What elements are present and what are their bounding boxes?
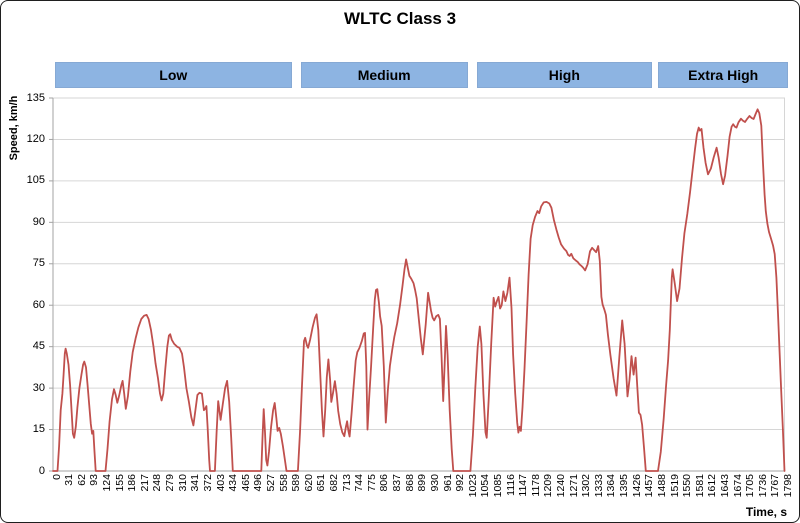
x-tick-label: 1023 <box>466 474 479 498</box>
x-tick-label: 434 <box>227 474 240 492</box>
x-tick-label: 186 <box>126 474 139 492</box>
x-tick-label: 1488 <box>655 474 668 498</box>
x-tick-label: 1674 <box>731 474 744 498</box>
x-tick-label: 310 <box>176 474 189 492</box>
x-tick-label: 1240 <box>555 474 567 498</box>
x-tick-label: 1457 <box>643 474 656 498</box>
x-tick-label: 93 <box>88 474 101 486</box>
x-tick-label: 620 <box>302 474 315 492</box>
x-tick-label: 1395 <box>618 474 630 498</box>
x-tick-label: 403 <box>214 474 227 492</box>
x-tick-label: 1643 <box>718 474 731 498</box>
x-tick-label: 868 <box>403 474 416 492</box>
x-tick-label: 1085 <box>491 474 504 498</box>
phase-band-low: Low <box>55 62 292 88</box>
x-tick-label: 527 <box>264 474 277 492</box>
chart-title: WLTC Class 3 <box>343 9 457 28</box>
x-tick-label: 806 <box>378 474 391 492</box>
y-tick-label: 60 <box>32 298 45 311</box>
x-tick-label: 1426 <box>630 474 643 498</box>
x-tick-label: 248 <box>151 474 164 492</box>
x-tick-label: 1116 <box>504 474 517 496</box>
x-tick-label: 1054 <box>479 474 492 498</box>
x-tick-label: 341 <box>189 474 202 492</box>
phase-band-high: High <box>476 62 652 88</box>
x-tick-label: 372 <box>201 474 214 492</box>
x-tick-label: 775 <box>365 474 378 492</box>
phase-band-extra-high: Extra High <box>657 62 789 88</box>
x-tick-label: 124 <box>100 474 113 492</box>
speed-trace-line <box>52 108 786 472</box>
x-tick-label: 682 <box>328 474 340 492</box>
y-tick-label: 135 <box>26 91 45 104</box>
x-tick-label: 1147 <box>517 474 530 497</box>
phase-band-label: Low <box>159 67 188 83</box>
x-tick-label: 992 <box>454 474 467 492</box>
x-tick-label: 1798 <box>782 474 794 498</box>
x-tick-label: 31 <box>63 474 76 486</box>
y-tick-label: 30 <box>32 381 45 394</box>
x-tick-label: 713 <box>340 474 353 492</box>
x-tick-label: 744 <box>353 474 366 492</box>
x-tick-label: 1271 <box>567 474 580 498</box>
y-tick-label: 105 <box>26 174 45 187</box>
x-tick-label: 589 <box>290 474 303 492</box>
phase-band-medium: Medium <box>300 62 468 88</box>
x-tick-label: 651 <box>315 474 328 492</box>
phase-band-label: Medium <box>357 67 411 83</box>
x-tick-label: 961 <box>441 474 454 492</box>
x-tick-label: 1581 <box>693 474 706 498</box>
x-axis-title: Time, s <box>745 505 787 519</box>
x-tick-label: 1333 <box>592 474 605 498</box>
y-tick-label: 15 <box>32 423 45 436</box>
x-tick-label: 930 <box>428 474 441 492</box>
x-tick-label: 1550 <box>681 474 694 498</box>
x-tick-label: 1209 <box>542 474 555 498</box>
x-tick-label: 1705 <box>744 474 757 498</box>
y-tick-label: 0 <box>38 464 45 477</box>
x-tick-label: 1302 <box>580 474 593 498</box>
x-tick-label: 1736 <box>756 474 769 498</box>
x-tick-label: 217 <box>138 474 151 492</box>
y-tick-label: 90 <box>32 215 45 228</box>
x-tick-label: 465 <box>239 474 252 492</box>
x-tick-label: 558 <box>277 474 290 492</box>
x-tick-label: 279 <box>164 474 176 492</box>
x-tick-label: 837 <box>391 474 403 492</box>
y-tick-label: 45 <box>32 340 45 353</box>
y-tick-label: 75 <box>32 257 45 270</box>
phase-band-label: Extra High <box>688 67 759 83</box>
x-tick-label: 496 <box>252 474 265 492</box>
y-axis-title: Speed, km/h <box>8 95 20 161</box>
x-tick-label: 899 <box>416 474 429 492</box>
x-tick-label: 1612 <box>706 474 719 498</box>
x-tick-label: 1364 <box>605 474 618 498</box>
x-tick-label: 0 <box>50 474 63 480</box>
y-tick-label: 120 <box>26 132 45 145</box>
x-tick-label: 1178 <box>529 474 542 497</box>
phase-band-label: High <box>548 67 580 83</box>
x-tick-label: 1519 <box>668 474 681 498</box>
x-tick-label: 1767 <box>769 474 782 498</box>
x-tick-label: 155 <box>113 474 126 492</box>
x-tick-label: 62 <box>75 474 88 486</box>
